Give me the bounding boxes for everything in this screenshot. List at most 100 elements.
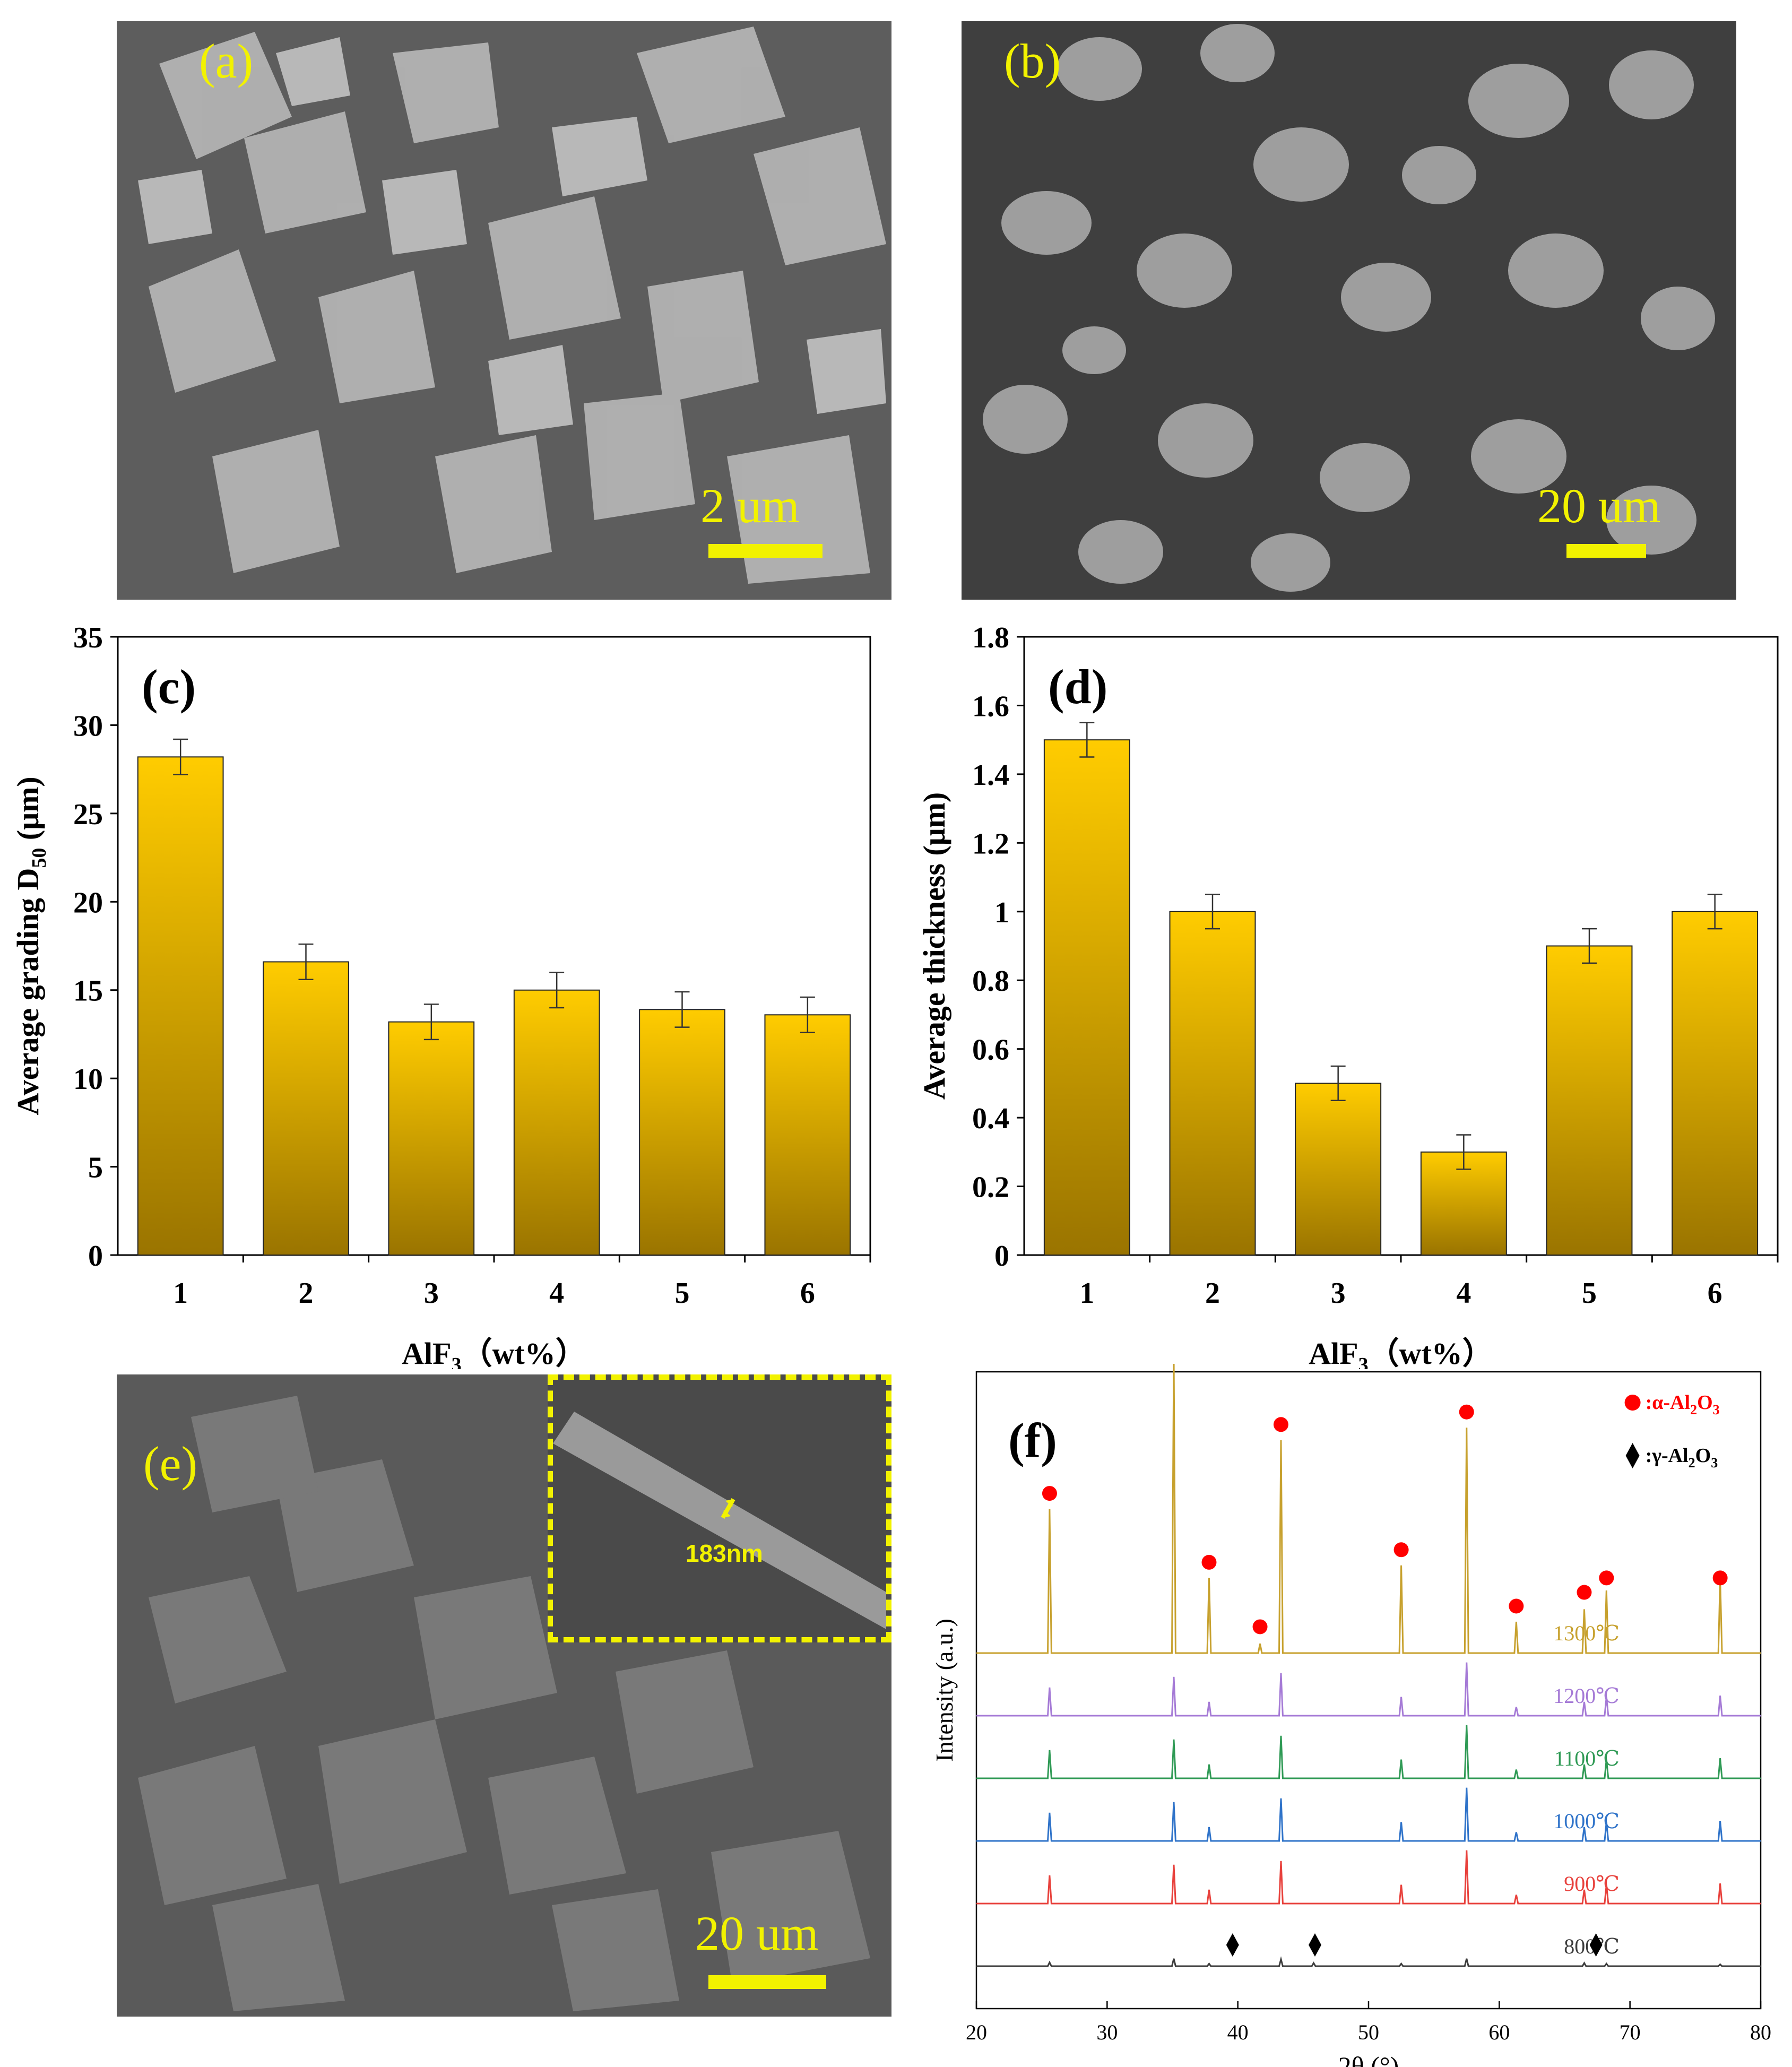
bar bbox=[1295, 1083, 1382, 1256]
y-axis-label: Average thickness (μm) bbox=[917, 792, 951, 1100]
y-tick-label: 30 bbox=[73, 710, 103, 742]
legend-prefix: :α-Al bbox=[1646, 1391, 1691, 1414]
y-tick-label: 1.2 bbox=[972, 827, 1009, 860]
scale-text-e: 20 um bbox=[695, 1906, 819, 1960]
y-tick-label: 0.2 bbox=[972, 1171, 1009, 1204]
legend-alpha-marker bbox=[1624, 1395, 1641, 1411]
x-label-tail: （wt%） bbox=[1369, 1336, 1493, 1369]
xrd-series-line bbox=[976, 1662, 1761, 1717]
x-tick-label: 30 bbox=[1096, 2020, 1118, 2044]
panel-label: (f) bbox=[1008, 1413, 1057, 1467]
legend-sub: 2 bbox=[1690, 1402, 1697, 1417]
bar bbox=[1546, 945, 1633, 1256]
alpha-al2o3-marker bbox=[1459, 1404, 1474, 1420]
alpha-al2o3-marker bbox=[1042, 1486, 1057, 1501]
panel-label-a: (a) bbox=[199, 34, 254, 88]
y-tick-label: 0 bbox=[88, 1240, 103, 1273]
y-axis-label: Average grading D50 (μm) bbox=[11, 776, 50, 1115]
bar bbox=[513, 989, 600, 1256]
scale-bar-a bbox=[708, 544, 823, 558]
y-tick-label: 1.4 bbox=[972, 759, 1009, 792]
alpha-al2o3-marker bbox=[1599, 1570, 1614, 1586]
y-tick-label: 20 bbox=[73, 886, 103, 919]
series-label: 1000℃ bbox=[1553, 1809, 1620, 1833]
alpha-al2o3-marker bbox=[1509, 1598, 1524, 1614]
y-tick-label: 0.8 bbox=[972, 965, 1009, 998]
legend-entry: :γ-Al2O3 bbox=[1646, 1445, 1718, 1471]
gamma-al2o3-marker bbox=[1589, 1933, 1603, 1957]
bar bbox=[388, 1021, 475, 1256]
y-tick-label: 1.8 bbox=[972, 621, 1009, 654]
x-label-main: AlF bbox=[1309, 1336, 1358, 1369]
bar bbox=[1043, 739, 1130, 1256]
x-axis-label: 2θ (°) bbox=[1338, 2051, 1399, 2067]
alpha-al2o3-marker bbox=[1393, 1542, 1409, 1558]
y-label-sub: 50 bbox=[28, 848, 50, 868]
y-tick-label: 10 bbox=[73, 1063, 103, 1096]
plot-frame bbox=[975, 1371, 1762, 2010]
y-label-text: Average thickness (μm) bbox=[917, 792, 951, 1100]
gamma-al2o3-marker bbox=[1309, 1933, 1322, 1957]
series-label: 1100℃ bbox=[1554, 1746, 1620, 1770]
legend-sub2: 3 bbox=[1711, 1455, 1718, 1471]
x-tick-label: 5 bbox=[675, 1277, 690, 1310]
x-tick-label: 1 bbox=[173, 1277, 188, 1310]
bar bbox=[764, 1014, 851, 1256]
x-tick-label: 6 bbox=[800, 1277, 815, 1310]
x-tick-label: 1 bbox=[1079, 1277, 1094, 1310]
y-tick-label: 25 bbox=[73, 798, 103, 831]
y-tick-label: 15 bbox=[73, 975, 103, 1008]
series-label: 900℃ bbox=[1564, 1872, 1620, 1896]
x-tick-label: 70 bbox=[1620, 2020, 1641, 2044]
plot-frame bbox=[1023, 636, 1779, 1256]
y-tick-label: 35 bbox=[73, 621, 103, 654]
x-tick-label: 3 bbox=[1331, 1277, 1346, 1310]
xrd-series-line bbox=[976, 1364, 1761, 1654]
y-tick-label: 0.6 bbox=[972, 1034, 1009, 1067]
legend-gamma-marker bbox=[1625, 1443, 1640, 1468]
y-tick-label: 0 bbox=[994, 1240, 1009, 1273]
x-tick-label: 4 bbox=[1456, 1277, 1471, 1310]
sem-texture-a bbox=[117, 21, 891, 600]
x-label-sub: 3 bbox=[452, 1354, 462, 1369]
sem-image-b: (b) 20 um bbox=[962, 21, 1736, 600]
x-tick-label: 40 bbox=[1227, 2020, 1249, 2044]
x-tick-label: 2 bbox=[299, 1277, 314, 1310]
bar bbox=[639, 1009, 725, 1256]
sem-image-a: (a) 2 um bbox=[117, 21, 891, 600]
inset-texture-e bbox=[553, 1412, 886, 1629]
xrd-series-line bbox=[976, 1850, 1761, 1905]
x-label-tail: （wt%） bbox=[462, 1336, 586, 1369]
legend-mid: O bbox=[1695, 1445, 1711, 1467]
y-tick-label: 0.4 bbox=[972, 1102, 1009, 1135]
gamma-al2o3-marker bbox=[1226, 1933, 1239, 1957]
y-label-main: Average grading D bbox=[11, 868, 45, 1115]
alpha-al2o3-marker bbox=[1577, 1585, 1592, 1600]
y-label-tail: (μm) bbox=[11, 776, 45, 847]
alpha-al2o3-marker bbox=[1273, 1417, 1288, 1432]
y-tick-label: 1.6 bbox=[972, 690, 1009, 723]
legend-mid: O bbox=[1697, 1391, 1713, 1414]
alpha-al2o3-marker bbox=[1201, 1554, 1217, 1570]
bar-chart-d: 00.20.40.60.811.21.41.61.81 2 3 4 5 6(d)AlF3（… bbox=[917, 621, 1779, 1369]
xrd-series-line bbox=[976, 1725, 1761, 1779]
bar bbox=[137, 756, 224, 1256]
x-tick-label: 4 bbox=[549, 1277, 564, 1310]
x-axis-label: AlF3（wt%） bbox=[402, 1336, 586, 1369]
x-tick-label: 50 bbox=[1358, 2020, 1379, 2044]
panel-label: (c) bbox=[142, 660, 196, 714]
legend-sub2: 3 bbox=[1713, 1402, 1720, 1417]
alpha-al2o3-marker bbox=[1252, 1619, 1268, 1634]
x-axis-label: AlF3（wt%） bbox=[1309, 1336, 1493, 1369]
bar bbox=[1169, 911, 1256, 1256]
x-tick-label: 2 bbox=[1205, 1277, 1220, 1310]
series-label: 1200℃ bbox=[1553, 1684, 1620, 1708]
y-tick-label: 1 bbox=[994, 896, 1009, 929]
panel-label-e: (e) bbox=[143, 1437, 198, 1491]
x-tick-label: 80 bbox=[1750, 2020, 1771, 2044]
sem-texture-b bbox=[962, 21, 1736, 600]
bar bbox=[1672, 911, 1759, 1256]
xrd-series-line bbox=[976, 1956, 1761, 1967]
